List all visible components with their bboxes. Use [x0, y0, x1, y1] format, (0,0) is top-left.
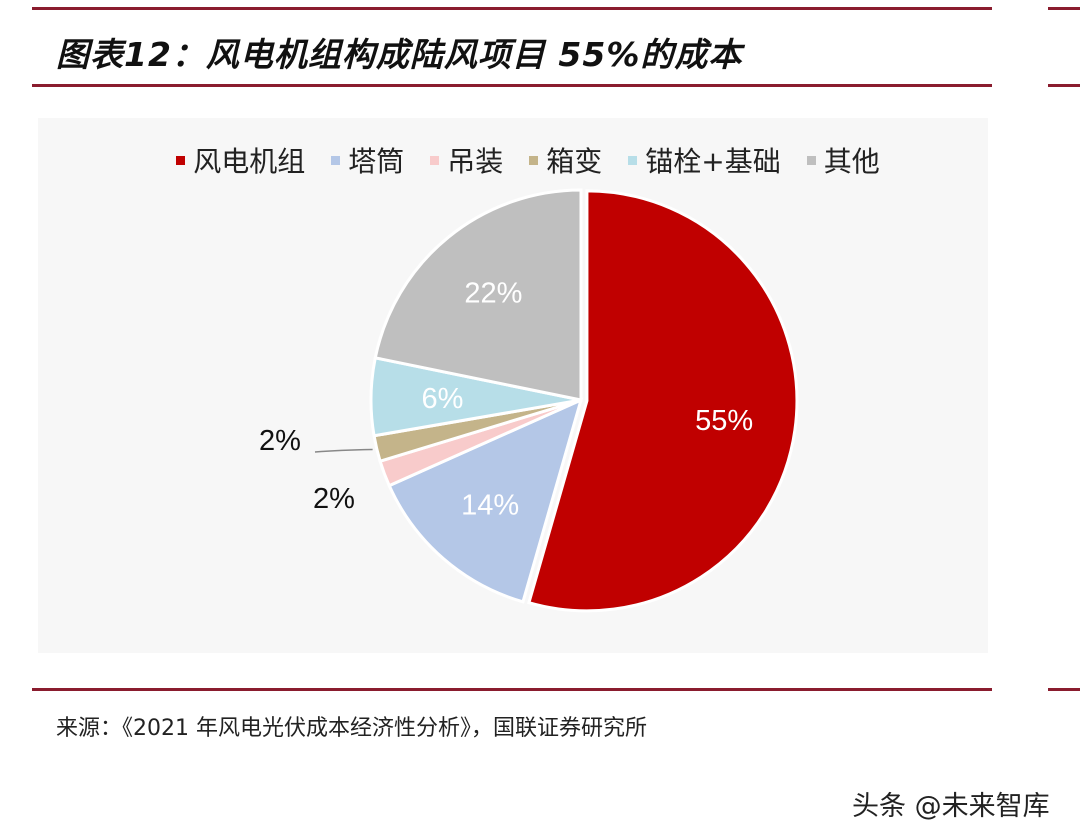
legend-swatch: [628, 155, 638, 165]
data-label: 22%: [464, 278, 522, 310]
leader-line: [314, 448, 373, 453]
legend-label: 其他: [823, 145, 880, 178]
top-rule-right: [1048, 7, 1080, 10]
pie-slice-5: [373, 188, 583, 402]
legend-label: 锚栓+基础: [645, 145, 781, 178]
title-rule-right: [1048, 84, 1080, 87]
data-label: 6%: [421, 383, 463, 415]
legend-item: 锚栓+基础: [628, 140, 781, 180]
title-rule: [32, 84, 992, 87]
data-label: 2%: [259, 425, 301, 457]
legend-swatch: [806, 155, 816, 165]
legend-label: 吊装: [447, 145, 504, 178]
legend-swatch: [176, 155, 186, 165]
legend-item: 塔筒: [331, 140, 404, 180]
legend-item: 箱变: [529, 140, 602, 180]
data-label: 14%: [461, 490, 519, 522]
legend-swatch: [529, 155, 539, 165]
legend: 风电机组 塔筒 吊装 箱变 锚栓+基础 其他: [0, 140, 1068, 180]
legend-item: 风电机组: [176, 140, 305, 180]
legend-item: 其他: [806, 140, 880, 180]
legend-item: 吊装: [430, 140, 503, 180]
data-label: 2%: [313, 483, 355, 515]
legend-label: 箱变: [546, 145, 603, 178]
source-note: 来源：《2021 年风电光伏成本经济性分析》，国联证券研究所: [56, 716, 647, 741]
data-label: 55%: [695, 405, 753, 437]
pie-slice-1: [387, 397, 584, 604]
legend-swatch: [331, 155, 341, 165]
bottom-rule: [32, 688, 992, 691]
pie-slice-0: [527, 189, 799, 613]
top-rule: [32, 7, 992, 10]
legend-label: 风电机组: [193, 145, 306, 178]
chart-title: 图表12：风电机组构成陆风项目 55%的成本: [56, 35, 743, 74]
legend-swatch: [430, 155, 440, 165]
bottom-rule-right: [1048, 688, 1080, 691]
watermark: 头条 @未来智库: [852, 791, 1050, 822]
legend-label: 塔筒: [348, 145, 405, 178]
